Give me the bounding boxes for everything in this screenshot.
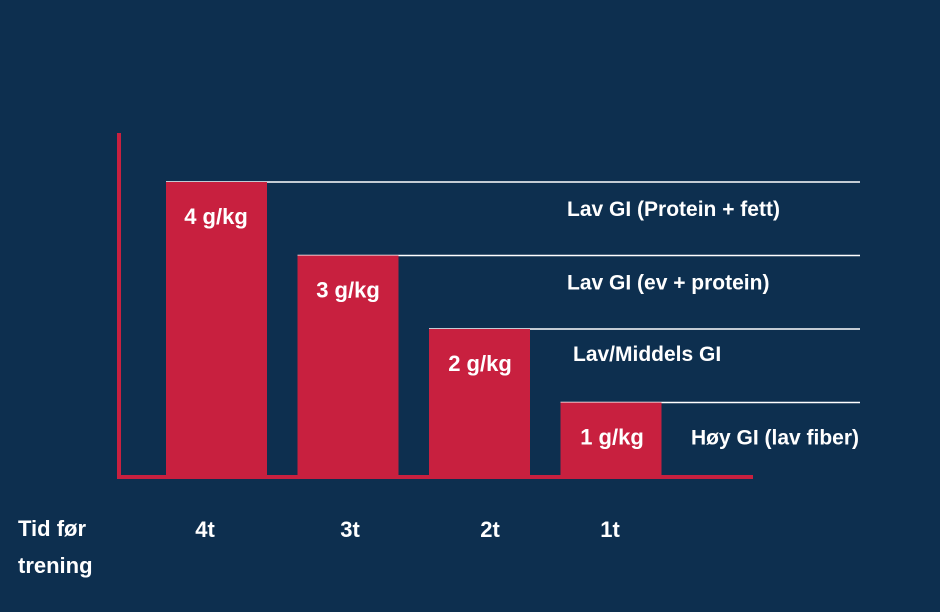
x-axis-title: Tid før trening bbox=[18, 516, 93, 578]
annotations: Lav GI (Protein + fett) Lav GI (ev + prot… bbox=[567, 198, 859, 450]
bar-1t bbox=[560, 402, 662, 476]
bar-2t bbox=[429, 329, 530, 476]
x-axis-title-line-1: Tid før bbox=[18, 516, 86, 541]
bar-value-label: 2 g/kg bbox=[448, 351, 512, 376]
bar-value-label: 1 g/kg bbox=[580, 425, 644, 450]
bar-labels: 4 g/kg 3 g/kg 2 g/kg 1 g/kg bbox=[184, 204, 644, 450]
bar-4t bbox=[166, 182, 267, 476]
x-axis-title-line-2: trening bbox=[18, 553, 93, 578]
x-tick-labels: 4t 3t 2t 1t bbox=[195, 517, 620, 542]
annotation-label: Lav GI (Protein + fett) bbox=[567, 198, 780, 221]
bar-value-label: 4 g/kg bbox=[184, 204, 248, 229]
bars bbox=[166, 182, 662, 476]
x-tick-label: 4t bbox=[195, 517, 215, 542]
annotation-label: Lav GI (ev + protein) bbox=[567, 272, 769, 295]
bar-value-label: 3 g/kg bbox=[316, 278, 380, 303]
bar-3t bbox=[297, 255, 399, 476]
axes bbox=[117, 133, 753, 479]
x-tick-label: 3t bbox=[340, 517, 360, 542]
x-tick-label: 1t bbox=[600, 517, 620, 542]
annotation-label: Lav/Middels GI bbox=[573, 343, 721, 366]
annotation-label: Høy GI (lav fiber) bbox=[691, 427, 859, 450]
x-tick-label: 2t bbox=[480, 517, 500, 542]
